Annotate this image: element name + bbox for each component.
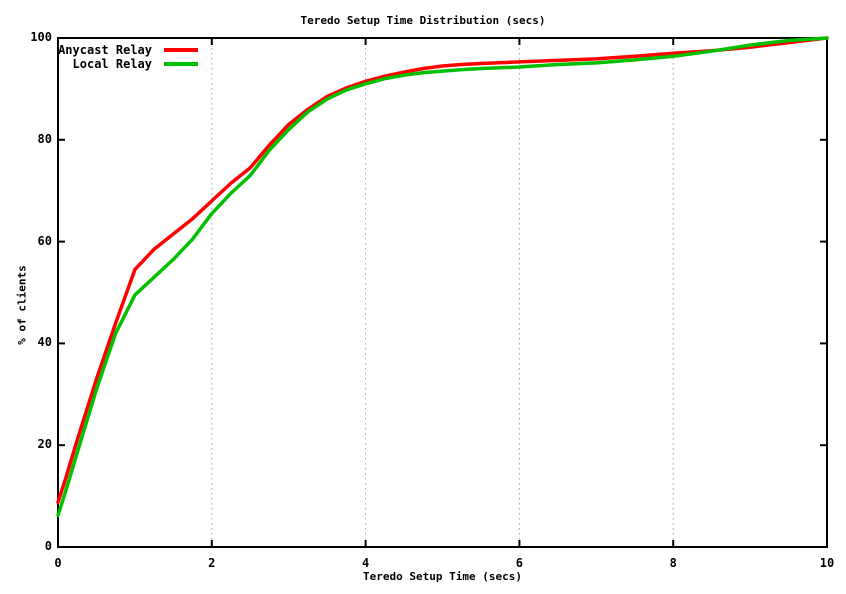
series-line-local-relay bbox=[56, 36, 829, 518]
x-tick-label: 8 bbox=[669, 556, 677, 570]
legend: Anycast Relay Local Relay bbox=[46, 43, 198, 71]
legend-line-swatch bbox=[164, 62, 198, 66]
x-tick-label: 6 bbox=[515, 556, 524, 570]
x-axis-title: Teredo Setup Time (secs) bbox=[363, 570, 522, 583]
x-tick-label: 4 bbox=[361, 556, 370, 570]
legend-label: Local Relay bbox=[72, 57, 152, 71]
y-tick-label: 40 bbox=[37, 335, 52, 350]
plot-border bbox=[57, 37, 828, 548]
y-tick-label: 60 bbox=[37, 233, 52, 248]
legend-line-swatch bbox=[164, 48, 198, 52]
chart-title: Teredo Setup Time Distribution (secs) bbox=[300, 14, 546, 27]
x-tick-label: 0 bbox=[54, 556, 62, 570]
series-line-anycast-relay bbox=[56, 36, 829, 504]
legend-item: Anycast Relay bbox=[46, 43, 198, 57]
x-tick-label: 10 bbox=[819, 556, 835, 570]
y-tick-label: 100 bbox=[30, 30, 52, 44]
y-tick-label: 80 bbox=[37, 131, 52, 146]
x-tick-label: 2 bbox=[208, 556, 216, 570]
legend-item: Local Relay bbox=[46, 57, 198, 71]
legend-label: Anycast Relay bbox=[58, 43, 152, 57]
y-axis-title: % of clients bbox=[15, 265, 29, 345]
y-tick-label: 0 bbox=[44, 539, 52, 553]
y-tick-label: 20 bbox=[37, 437, 52, 452]
